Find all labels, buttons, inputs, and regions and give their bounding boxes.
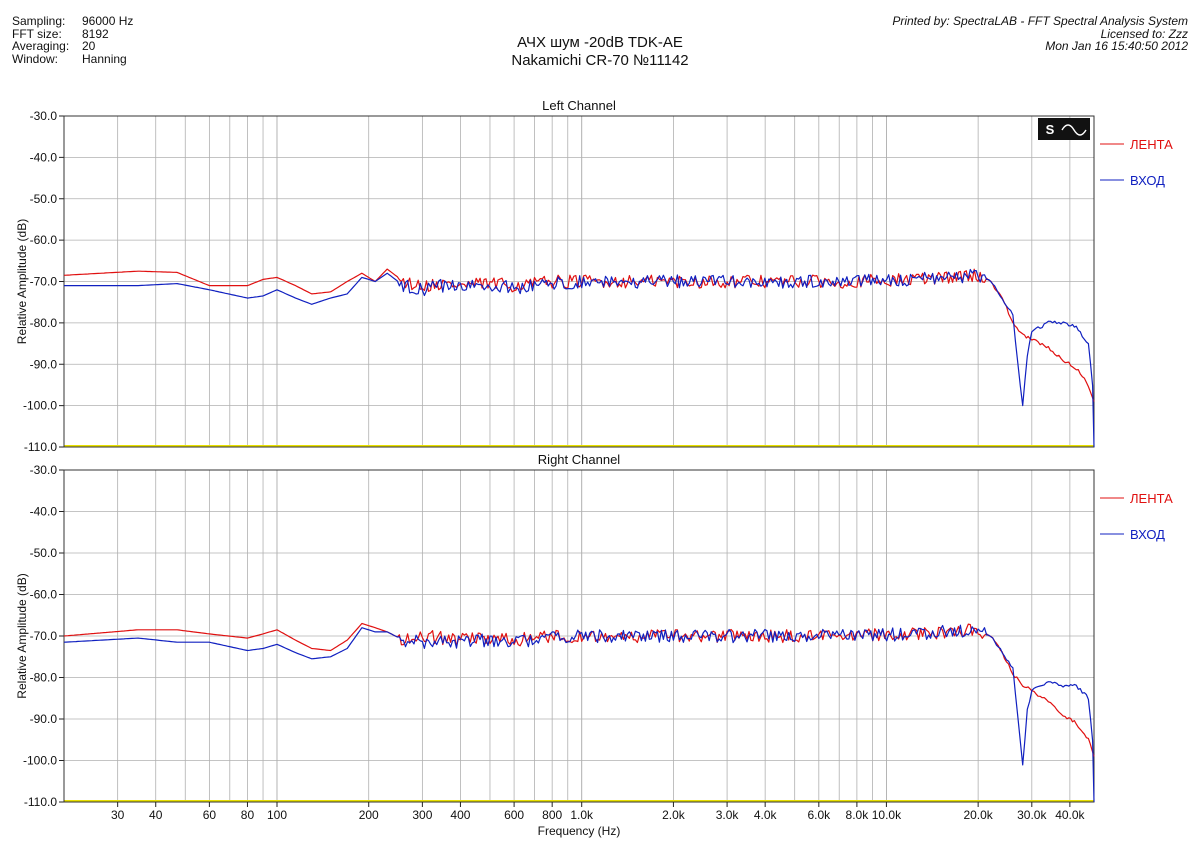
y-tick-label: -110.0 — [24, 795, 57, 809]
y-tick-label: -90.0 — [30, 712, 58, 726]
x-tick-label: 200 — [359, 808, 379, 822]
x-tick-label: 30.0k — [1017, 808, 1047, 822]
y-tick-label: -80.0 — [30, 316, 58, 330]
x-tick-label: 1.0k — [570, 808, 594, 822]
x-tick-label: 60 — [203, 808, 217, 822]
x-tick-label: 4.0k — [754, 808, 778, 822]
print-date: Mon Jan 16 15:40:50 2012 — [1045, 39, 1188, 53]
x-tick-label: 300 — [412, 808, 432, 822]
licensed-to: Licensed to: Zzz — [1100, 26, 1188, 41]
y-tick-label: -40.0 — [30, 505, 58, 519]
x-tick-label: 2.0k — [662, 808, 686, 822]
legend-label: ЛЕНТА — [1130, 137, 1173, 152]
y-tick-label: -30.0 — [30, 109, 58, 123]
y-tick-label: -70.0 — [30, 275, 58, 289]
fft-settings: Sampling: 96000 Hz FFT size: 8192 Averaging:… — [12, 15, 133, 65]
setting-label: Window: — [12, 51, 59, 66]
x-tick-label: 40.0k — [1055, 808, 1085, 822]
y-tick-label: -60.0 — [30, 588, 58, 602]
x-tick-label: 30 — [111, 808, 125, 822]
panel-title: Left Channel — [542, 98, 616, 113]
setting-value: 96000 Hz — [82, 14, 134, 28]
setting-row: FFT size: 8192 — [12, 26, 133, 41]
x-tick-label: 80 — [241, 808, 255, 822]
x-tick-label: 8.0k — [846, 808, 870, 822]
legend-label: ВХОД — [1130, 173, 1165, 188]
setting-label: Averaging: — [12, 39, 70, 53]
x-tick-label: 600 — [504, 808, 524, 822]
series-line — [63, 624, 1095, 803]
setting-row: Averaging: 20 — [12, 40, 133, 53]
chart-title: АЧХ шум -20dB TDK-AE Nakamichi CR-70 №11… — [0, 34, 1200, 70]
chart-title-line1: АЧХ шум -20dB TDK-AE — [517, 34, 683, 51]
x-tick-label: 40 — [149, 808, 163, 822]
y-axis-label: Relative Amplitude (dB) — [15, 573, 29, 698]
legend-label: ЛЕНТА — [1130, 491, 1173, 506]
y-tick-label: -50.0 — [30, 546, 58, 560]
panel-title: Right Channel — [538, 452, 620, 467]
x-tick-label: 400 — [450, 808, 470, 822]
y-tick-label: -100.0 — [23, 399, 57, 413]
y-tick-label: -30.0 — [30, 463, 58, 477]
y-tick-label: -60.0 — [30, 233, 58, 247]
setting-value: 20 — [82, 39, 96, 53]
chart-panel: -30.0 -40.0 -50.0 -60.0 -70.0 -80.0 -90.0 -100.… — [15, 452, 1173, 838]
y-tick-label: -50.0 — [30, 192, 58, 206]
chart-title-line2: Nakamichi CR-70 №11142 — [511, 52, 689, 69]
y-axis-label: Relative Amplitude (dB) — [15, 219, 29, 344]
x-tick-label: 20.0k — [963, 808, 993, 822]
x-tick-label: 3.0k — [716, 808, 740, 822]
y-tick-label: -90.0 — [30, 357, 58, 371]
y-tick-label: -70.0 — [30, 629, 58, 643]
setting-value: Hanning — [82, 51, 127, 66]
series-line — [63, 622, 1095, 757]
x-tick-label: 10.0k — [872, 808, 902, 822]
x-tick-label: 100 — [267, 808, 287, 822]
x-tick-label: 6.0k — [807, 808, 831, 822]
setting-row: Window: Hanning — [12, 51, 133, 66]
y-tick-label: -40.0 — [30, 150, 58, 164]
spectralab-logo: S — [1038, 118, 1090, 140]
setting-label: FFT size: — [12, 26, 62, 41]
x-tick-label: 800 — [542, 808, 562, 822]
setting-label: Sampling: — [12, 14, 66, 28]
setting-row: Sampling: 96000 Hz — [12, 15, 133, 28]
logo-letter: S — [1046, 122, 1055, 137]
sine-wave-icon — [1061, 124, 1087, 136]
y-tick-label: -80.0 — [30, 671, 58, 685]
series-line — [64, 268, 1095, 448]
legend-label: ВХОД — [1130, 527, 1165, 542]
printed-by: Printed by: SpectraLAB - FFT Spectral An… — [892, 14, 1188, 28]
y-tick-label: -100.0 — [23, 754, 57, 768]
x-axis-label: Frequency (Hz) — [538, 824, 621, 838]
chart-panel: -30.0 -40.0 -50.0 -60.0 -70.0 -80.0 -90.0 -100.… — [15, 98, 1173, 454]
y-tick-label: -110.0 — [24, 440, 57, 454]
setting-value: 8192 — [82, 26, 109, 41]
print-info: Printed by: SpectraLAB - FFT Spectral An… — [892, 15, 1188, 53]
series-line — [63, 268, 1095, 402]
plot-frame — [63, 115, 1095, 448]
